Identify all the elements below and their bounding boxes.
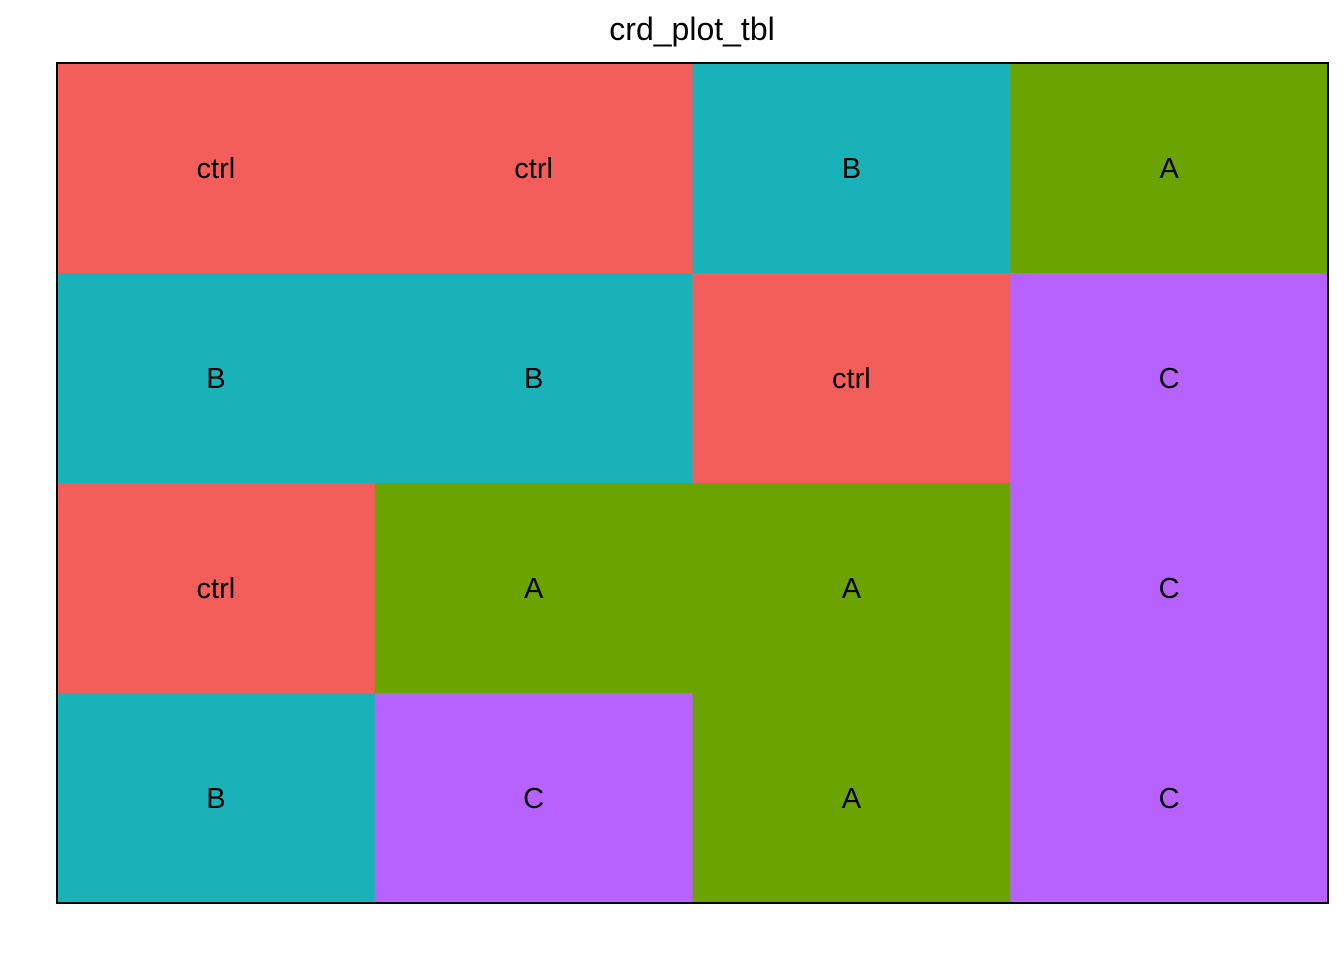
plot-cell-r1-c3 [692,63,1011,274]
plot-cells [57,63,1329,904]
cell-label-r2-c4: C [1159,363,1180,395]
plot-cell-r4-c3 [692,693,1011,904]
cell-label-r1-c3: B [842,153,861,185]
cell-label-r1-c4: A [1159,153,1179,185]
plot-cell-r3-c1 [57,483,376,694]
cell-label-r2-c1: B [206,363,225,395]
plot-cell-r1-c4 [1010,63,1329,274]
plot-cell-r2-c4 [1010,273,1329,484]
cell-label-r3-c1: ctrl [197,573,236,605]
cell-label-r4-c2: C [523,783,544,815]
cell-label-r4-c4: C [1159,783,1180,815]
plot-cell-r4-c4 [1010,693,1329,904]
cell-label-r4-c1: B [206,783,225,815]
plot-cell-r2-c1 [57,273,376,484]
plot-cell-r3-c2 [374,483,693,694]
plot-cell-r1-c1 [57,63,376,274]
plot-cell-r2-c2 [374,273,693,484]
plot-cell-r4-c1 [57,693,376,904]
plot-panel-border [56,62,1329,904]
chart-title: crd_plot_tbl [609,11,774,47]
cell-label-r3-c3: A [842,573,862,605]
cell-label-r2-c2: B [524,363,543,395]
cell-label-r1-c1: ctrl [197,153,236,185]
plot-cell-r2-c3 [692,273,1011,484]
plot-cell-r1-c2 [374,63,693,274]
plot-cell-r3-c4 [1010,483,1329,694]
plot-cell-r3-c3 [692,483,1011,694]
cell-label-r3-c2: A [524,573,544,605]
plot-cell-r4-c2 [374,693,693,904]
cell-label-r2-c3: ctrl [832,363,871,395]
cell-label-r1-c2: ctrl [514,153,553,185]
cell-label-r3-c4: C [1159,573,1180,605]
cell-label-r4-c3: A [842,783,862,815]
